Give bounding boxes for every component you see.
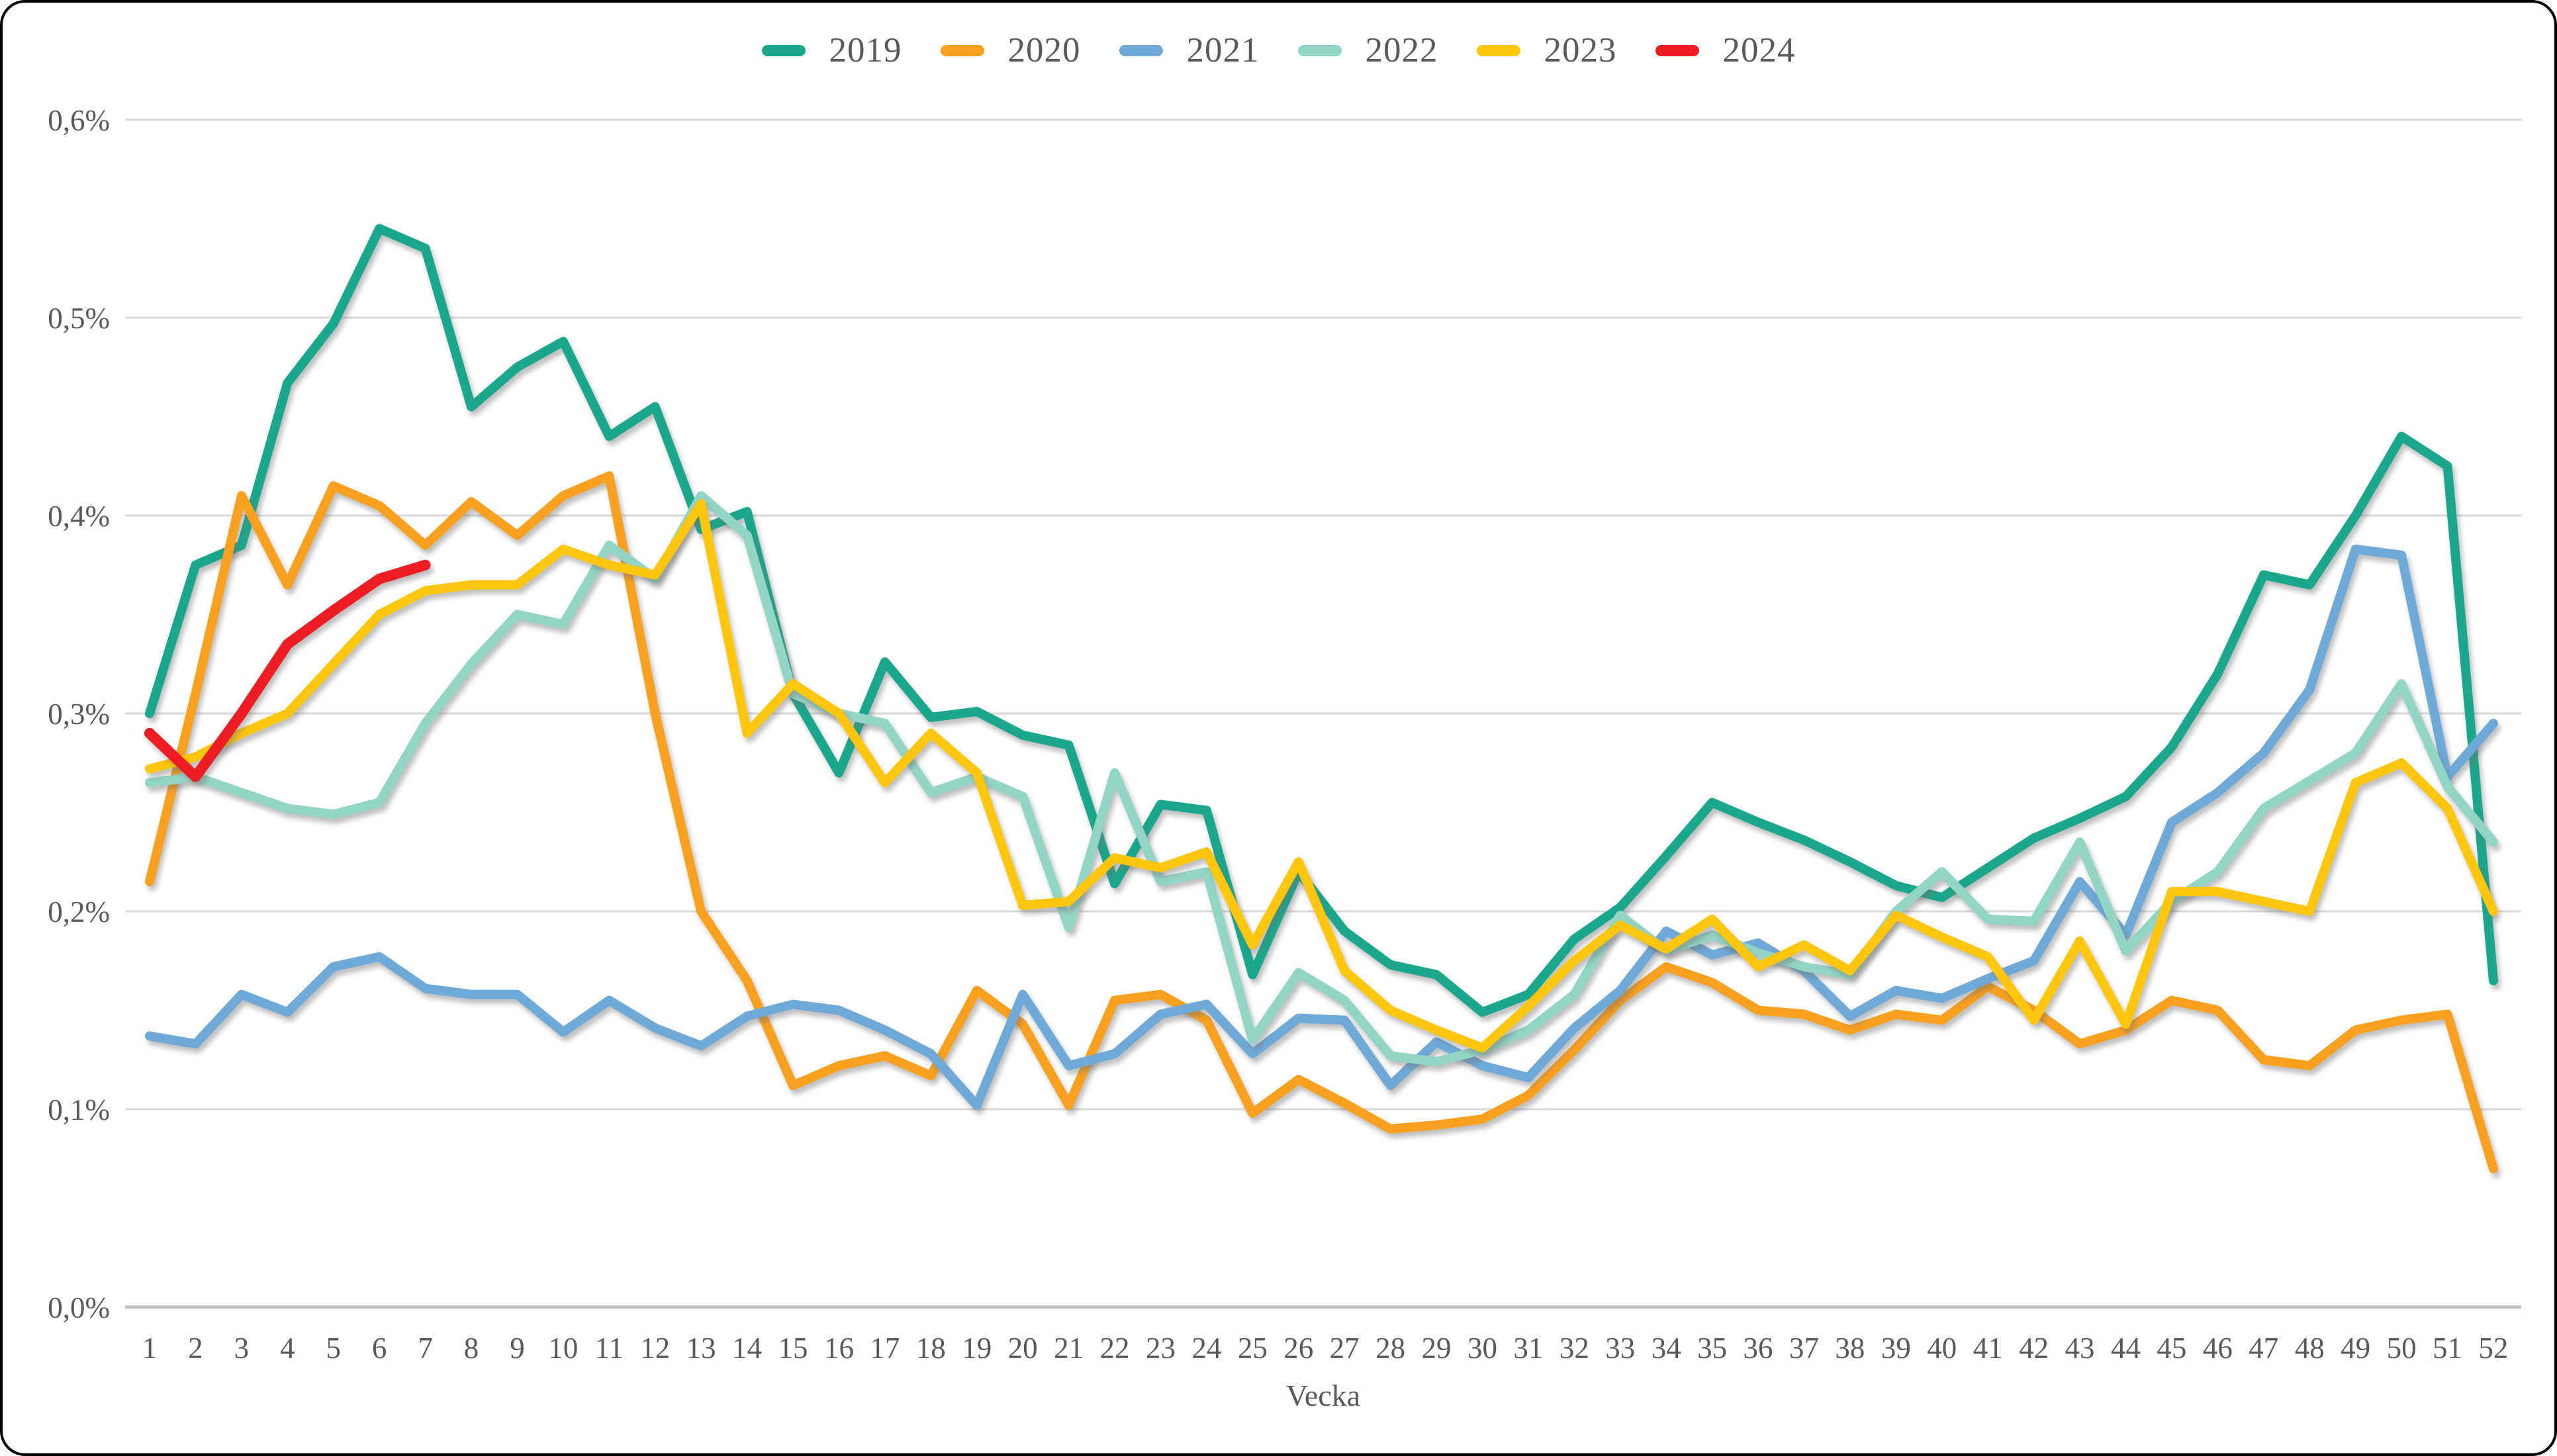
x-tick-label: 21 xyxy=(1054,1332,1084,1365)
x-tick-label: 29 xyxy=(1422,1332,1452,1365)
y-tick-label: 0,4% xyxy=(48,500,110,533)
x-tick-label: 14 xyxy=(732,1332,762,1365)
legend-item-2021: 2021 xyxy=(1119,30,1260,70)
x-tick-label: 44 xyxy=(2111,1332,2141,1365)
series-line-2023 xyxy=(145,499,2498,1053)
chart-legend: 2019 2020 2021 2022 2023 2024 xyxy=(3,30,2554,70)
x-tick-label: 34 xyxy=(1651,1332,1681,1365)
x-tick-label: 33 xyxy=(1605,1332,1635,1365)
x-tick-label: 9 xyxy=(510,1332,525,1365)
legend-label-2023: 2023 xyxy=(1544,31,1617,69)
x-tick-label: 46 xyxy=(2203,1332,2233,1365)
line-chart: 0,0%0,1%0,2%0,3%0,4%0,5%0,6%1 2 3 4 5 6 7 8 9 10 1… xyxy=(48,104,2521,1365)
x-tick-label: 36 xyxy=(1743,1332,1773,1365)
y-tick-label: 0,0% xyxy=(48,1291,110,1324)
x-tick-label: 11 xyxy=(595,1332,624,1365)
y-tick-label: 0,5% xyxy=(48,302,110,335)
x-tick-label: 52 xyxy=(2478,1332,2508,1365)
legend-label-2020: 2020 xyxy=(1007,31,1081,69)
y-tick-label: 0,2% xyxy=(48,895,110,929)
x-tick-label: 18 xyxy=(916,1332,946,1365)
x-tick-label: 8 xyxy=(464,1332,479,1365)
x-tick-label: 37 xyxy=(1789,1332,1819,1365)
x-tick-label: 13 xyxy=(686,1332,716,1365)
series-line-2020 xyxy=(145,471,2498,1173)
x-tick-label: 15 xyxy=(778,1332,808,1365)
y-tick-label: 0,1% xyxy=(48,1093,110,1126)
x-tick-label: 43 xyxy=(2065,1332,2095,1365)
x-tick-label: 32 xyxy=(1559,1332,1589,1365)
x-tick-label: 42 xyxy=(2019,1332,2049,1365)
x-tick-label: 12 xyxy=(640,1332,670,1365)
series-line-2024 xyxy=(144,559,431,782)
x-tick-label: 6 xyxy=(372,1332,387,1365)
x-tick-label: 35 xyxy=(1697,1332,1727,1365)
legend-item-2020: 2020 xyxy=(940,30,1081,70)
x-tick-label: 10 xyxy=(548,1332,578,1365)
series-line-2019 xyxy=(145,224,2498,1017)
x-tick-label: 27 xyxy=(1330,1332,1360,1365)
x-tick-label: 38 xyxy=(1835,1332,1865,1365)
x-tick-label: 51 xyxy=(2433,1332,2462,1365)
x-tick-label: 26 xyxy=(1283,1332,1313,1365)
y-tick-label: 0,6% xyxy=(48,104,110,137)
legend-swatch-2022 xyxy=(1297,44,1342,56)
x-tick-label: 17 xyxy=(870,1332,900,1365)
x-tick-label: 45 xyxy=(2157,1332,2186,1365)
legend-swatch-2023 xyxy=(1476,44,1520,56)
x-tick-label: 24 xyxy=(1191,1332,1221,1365)
legend-label-2021: 2021 xyxy=(1186,31,1260,69)
x-tick-label: 4 xyxy=(280,1332,295,1365)
x-tick-label: 3 xyxy=(234,1332,250,1365)
x-tick-label: 48 xyxy=(2295,1332,2325,1365)
legend-label-2024: 2024 xyxy=(1722,31,1796,69)
legend-item-2024: 2024 xyxy=(1655,30,1796,70)
legend-swatch-2019 xyxy=(761,44,806,56)
x-tick-label: 23 xyxy=(1146,1332,1176,1365)
x-tick-label: 40 xyxy=(1927,1332,1957,1365)
legend-item-2023: 2023 xyxy=(1476,30,1617,70)
series-line-2022 xyxy=(145,491,2498,1067)
x-tick-label: 31 xyxy=(1513,1332,1543,1365)
x-axis-title: Vecka xyxy=(1285,1379,1361,1412)
legend-label-2019: 2019 xyxy=(829,31,902,69)
x-tick-label: 41 xyxy=(1973,1332,2003,1365)
x-tick-label: 7 xyxy=(418,1332,433,1365)
x-tick-label: 49 xyxy=(2341,1332,2370,1365)
x-tick-label: 2 xyxy=(188,1332,203,1365)
legend-swatch-2021 xyxy=(1119,44,1163,56)
x-tick-label: 1 xyxy=(142,1332,158,1365)
x-tick-label: 5 xyxy=(326,1332,341,1365)
x-tick-label: 30 xyxy=(1467,1332,1497,1365)
x-tick-label: 16 xyxy=(824,1332,854,1365)
legend-label-2022: 2022 xyxy=(1365,31,1438,69)
x-tick-label: 47 xyxy=(2249,1332,2278,1365)
legend-swatch-2020 xyxy=(940,44,984,56)
x-tick-label: 22 xyxy=(1100,1332,1130,1365)
y-tick-label: 0,3% xyxy=(48,698,110,731)
x-tick-label: 20 xyxy=(1008,1332,1038,1365)
legend-item-2019: 2019 xyxy=(761,30,902,70)
x-tick-label: 25 xyxy=(1238,1332,1268,1365)
legend-swatch-2024 xyxy=(1655,44,1699,56)
x-tick-label: 19 xyxy=(962,1332,992,1365)
legend-item-2022: 2022 xyxy=(1297,30,1438,70)
x-tick-label: 28 xyxy=(1375,1332,1405,1365)
x-tick-label: 50 xyxy=(2387,1332,2417,1365)
x-tick-label: 39 xyxy=(1881,1332,1911,1365)
